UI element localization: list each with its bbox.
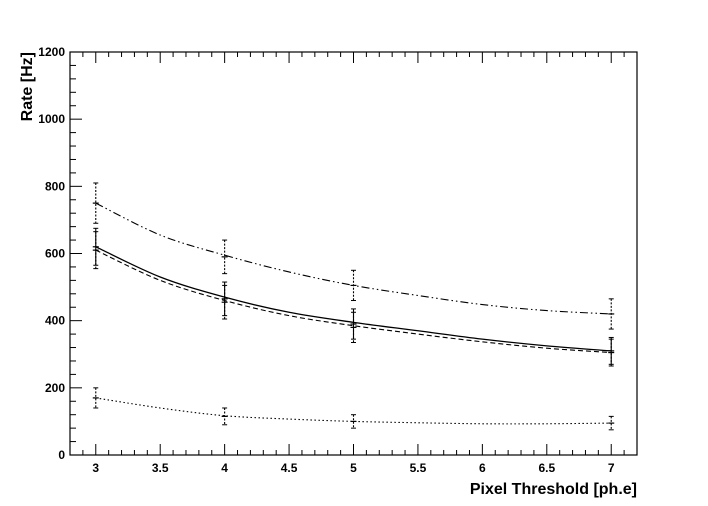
series-line-dotted — [95, 397, 612, 425]
x-tick-label: 7 — [608, 461, 615, 475]
x-tick-label: 3 — [92, 461, 99, 475]
x-tick-label: 3.5 — [152, 461, 169, 475]
y-tick-label: 800 — [45, 179, 65, 193]
tick-labels: 3 3.5 4 4.5 5 5.5 6 6.5 7 0 200 400 600 800 1000 1200 — [38, 45, 615, 475]
axis-ticks — [69, 51, 638, 456]
y-tick-label: 1000 — [38, 112, 65, 126]
x-tick-label: 6 — [479, 461, 486, 475]
x-tick-label: 6.5 — [538, 461, 555, 475]
x-axis-title: Pixel Threshold [ph.e] — [470, 481, 637, 498]
x-tick-label: 4 — [221, 461, 228, 475]
y-tick-label: 0 — [58, 448, 65, 462]
x-tick-label: 5.5 — [410, 461, 427, 475]
y-tick-label: 600 — [45, 247, 65, 261]
x-tick-label: 4.5 — [281, 461, 298, 475]
y-tick-label: 1200 — [38, 45, 65, 59]
plot-frame — [69, 51, 638, 456]
y-axis-title: Rate [Hz] — [19, 52, 36, 121]
series-line-dashed — [95, 249, 612, 354]
series-line-dash-dot — [95, 202, 612, 315]
series-group — [92, 182, 615, 431]
x-tick-label: 5 — [350, 461, 357, 475]
y-tick-label: 400 — [45, 314, 65, 328]
y-tick-label: 200 — [45, 381, 65, 395]
